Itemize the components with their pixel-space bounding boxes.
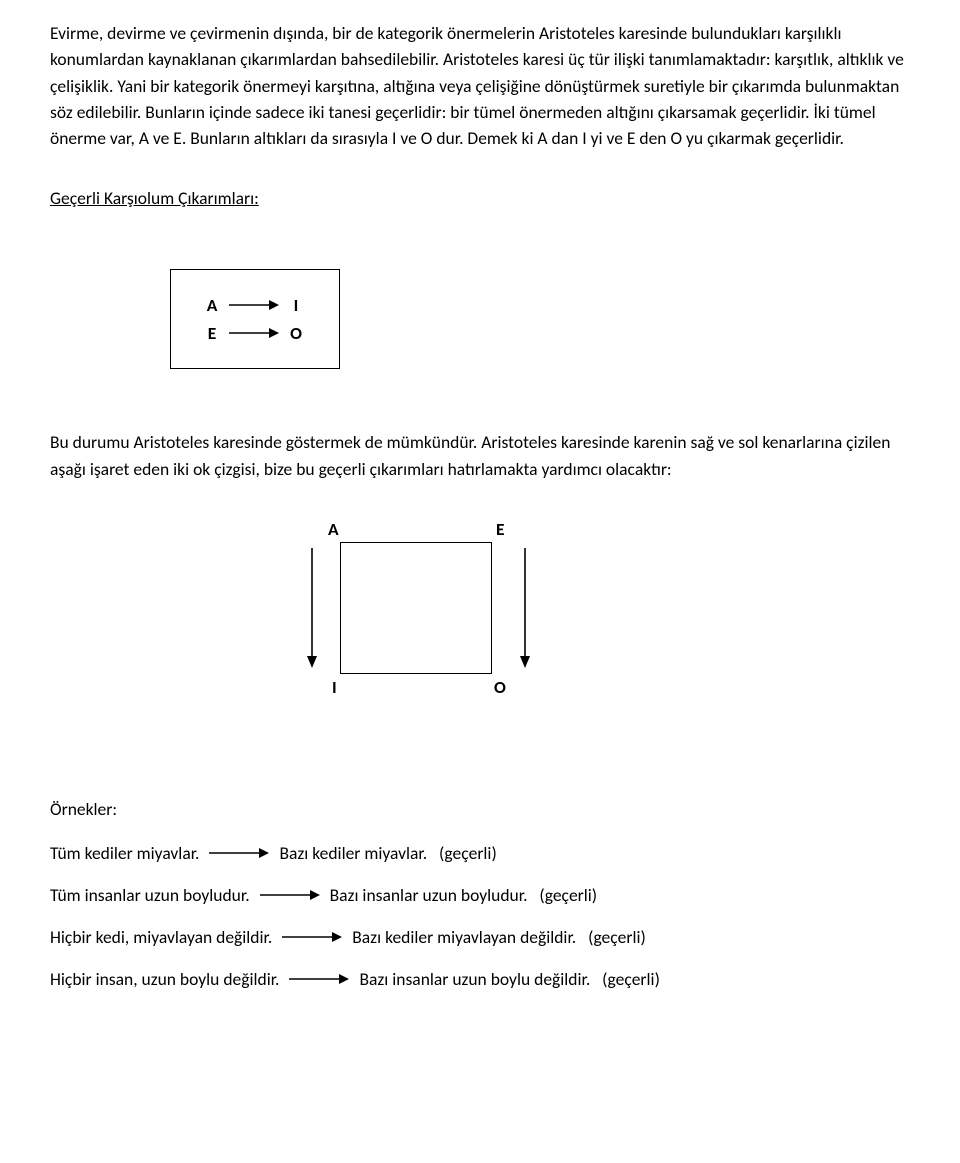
example-right: Bazı kediler miyavlayan değildir. (geçer… [352,926,646,948]
arrow-right-icon [209,846,269,860]
middle-paragraph: Bu durumu Aristoteles karesinde gösterme… [50,429,910,482]
intro-paragraph: Evirme, devirme ve çevirmenin dışında, b… [50,20,910,151]
symbol-e: E [201,322,223,344]
square-label-e: E [496,518,505,540]
arrow-right-icon [289,972,349,986]
diagram-row: A I [201,294,339,316]
page: Evirme, devirme ve çevirmenin dışında, b… [0,0,960,1050]
aristotle-square-diagram: A E I O [250,518,610,718]
examples-title: Örnekler: [50,798,910,820]
arrow-right-icon [229,298,279,312]
arrow-down-icon [305,548,319,673]
example-left: Hiçbir insan, uzun boylu değildir. [50,968,279,990]
example-left: Tüm kediler miyavlar. [50,842,199,864]
arrow-right-icon [229,326,279,340]
section-title: Geçerli Karşıolum Çıkarımları: [50,187,910,209]
square-label-o: O [494,676,506,698]
example-right: Bazı insanlar uzun boylu değildir. (geçe… [359,968,659,990]
square-box [340,542,492,674]
diagram-row: E O [201,322,339,344]
symbol-o: O [285,322,307,344]
example-right: Bazı insanlar uzun boyludur. (geçerli) [330,884,597,906]
example-row: Tüm kediler miyavlar. Bazı kediler miyav… [50,842,910,864]
example-left: Tüm insanlar uzun boyludur. [50,884,250,906]
symbol-a: A [201,294,223,316]
valid-inferences-diagram: A I E O [170,269,910,369]
example-row: Hiçbir insan, uzun boylu değildir. Bazı … [50,968,910,990]
arrow-down-icon [518,548,532,673]
arrow-right-icon [282,930,342,944]
diagram-box: A I E O [170,269,340,369]
example-row: Tüm insanlar uzun boyludur. Bazı insanla… [50,884,910,906]
example-right: Bazı kediler miyavlar. (geçerli) [279,842,496,864]
example-row: Hiçbir kedi, miyavlayan değildir. Bazı k… [50,926,910,948]
symbol-i: I [285,294,307,316]
arrow-right-icon [260,888,320,902]
square-label-a: A [328,518,339,540]
square-label-i: I [332,676,337,698]
example-left: Hiçbir kedi, miyavlayan değildir. [50,926,272,948]
